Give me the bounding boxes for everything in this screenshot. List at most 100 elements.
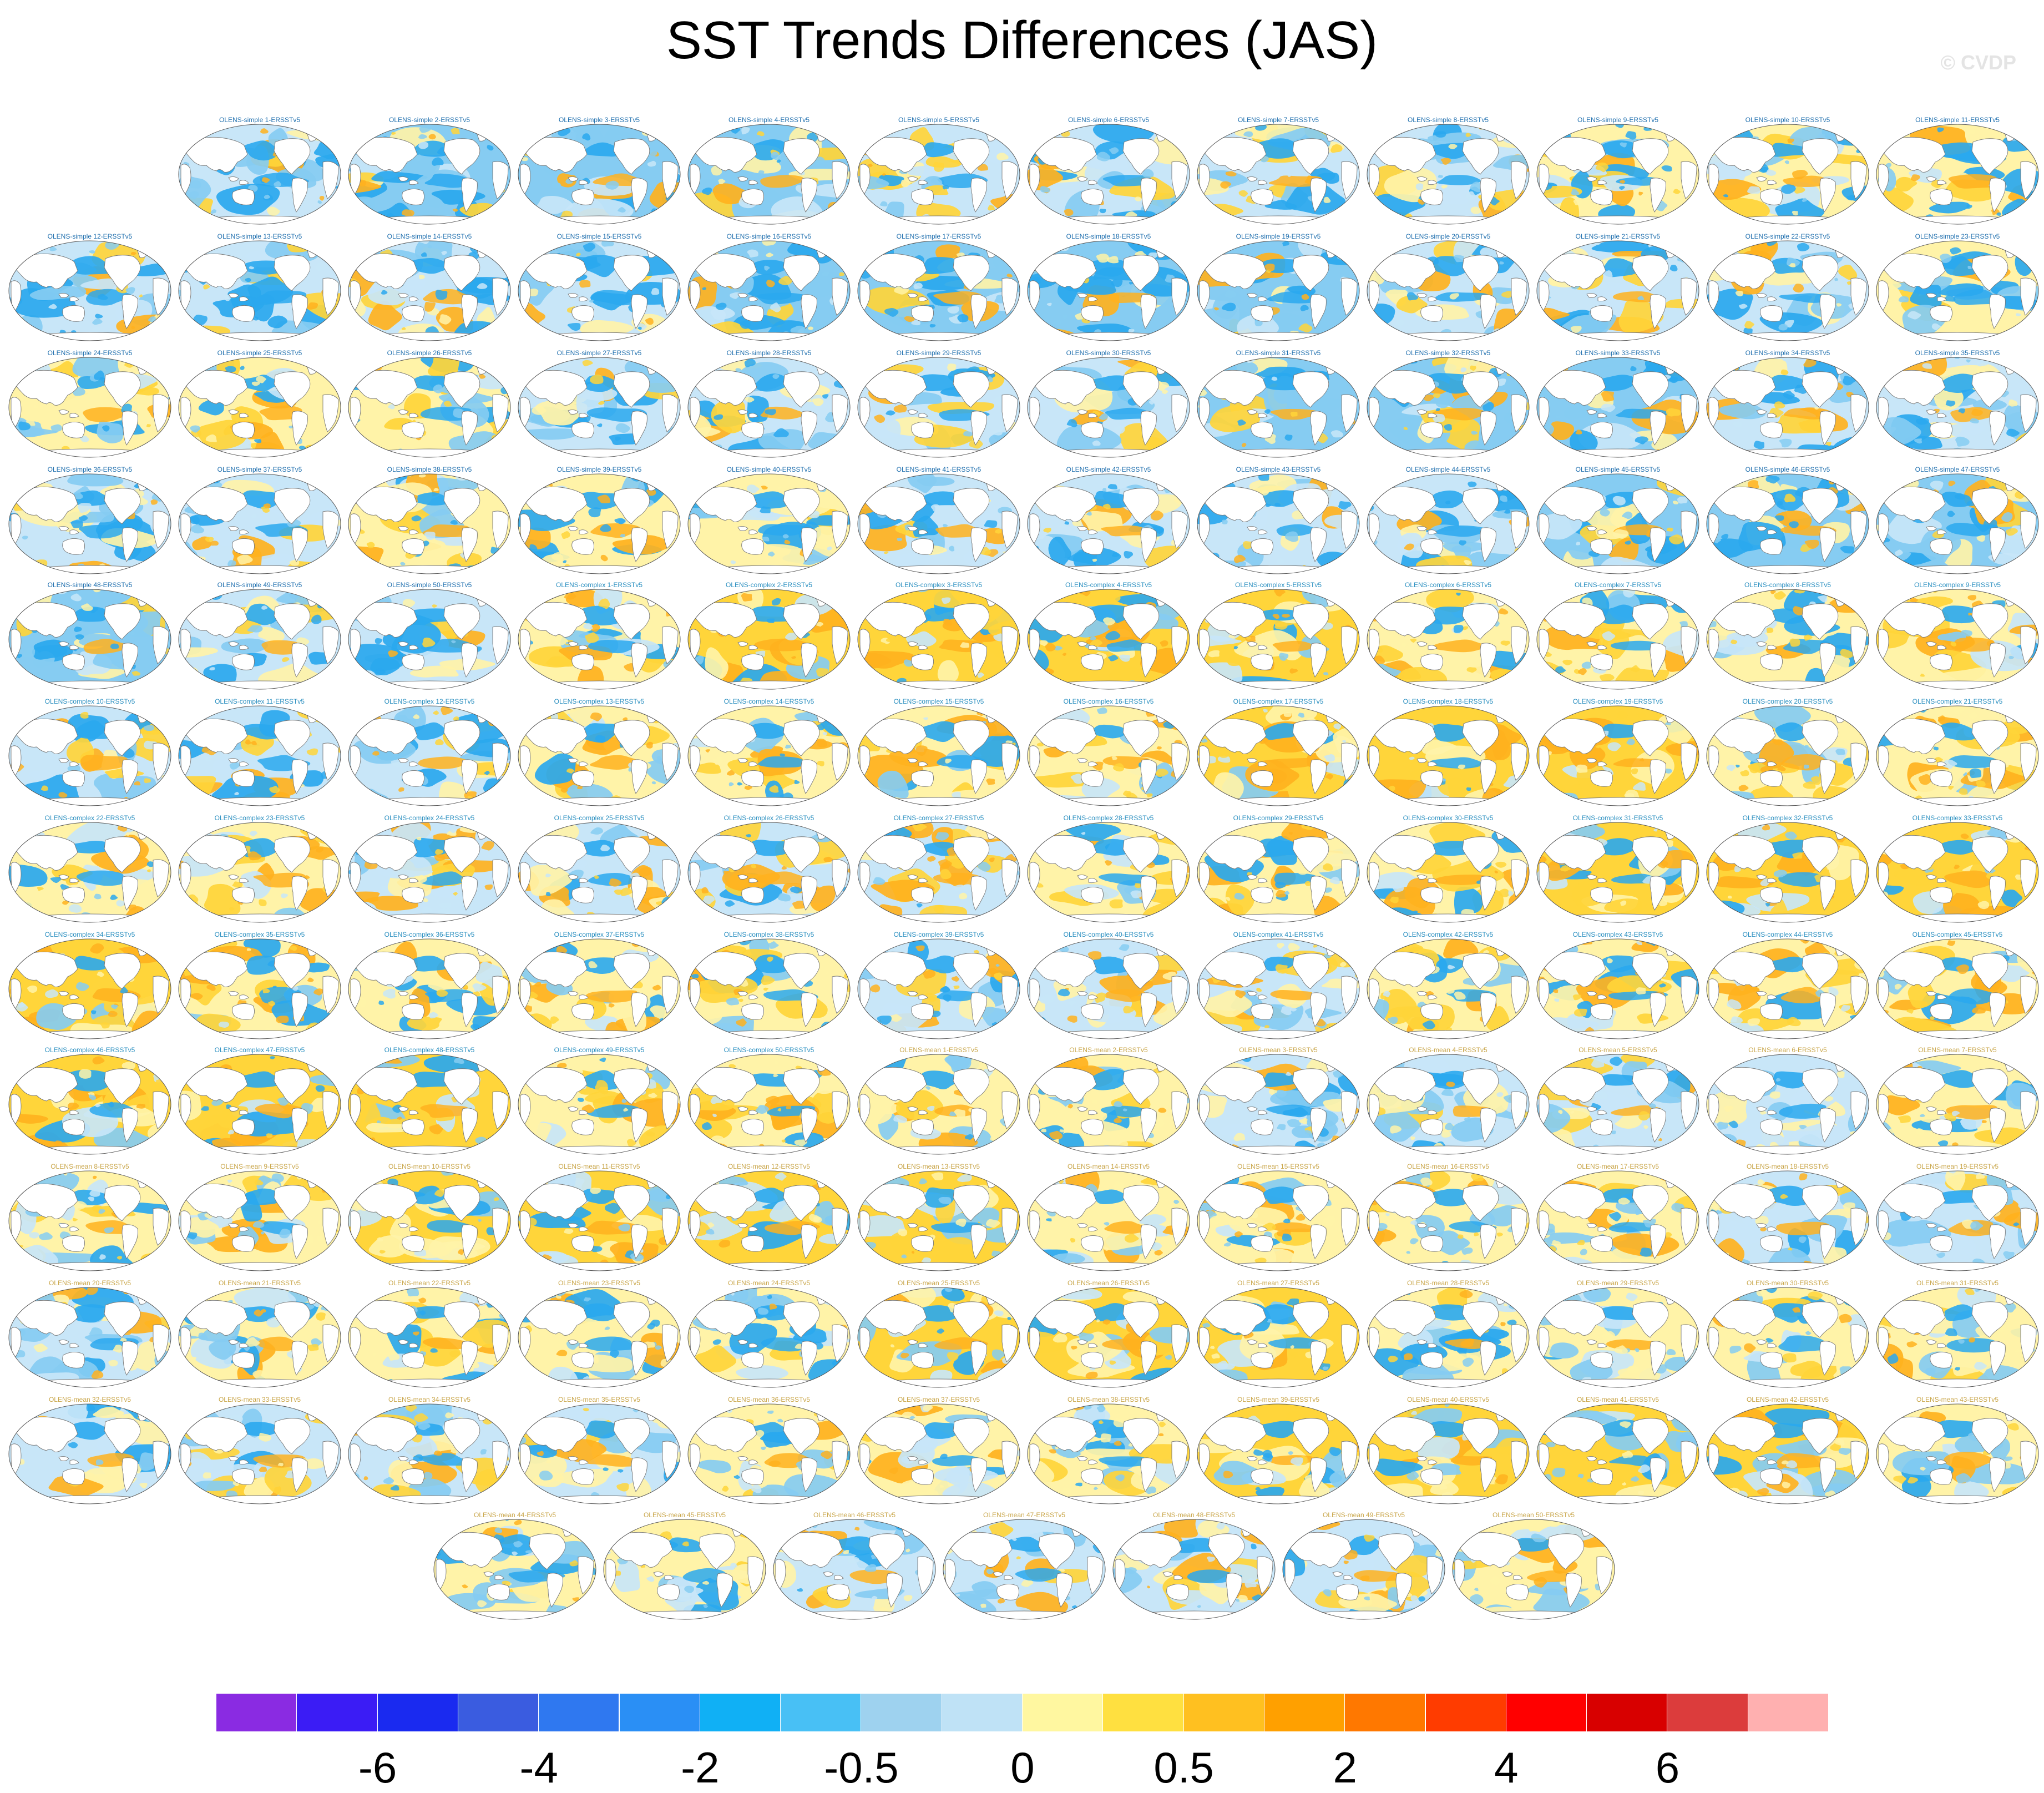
panel-title: OLENS-mean 43-ERSSTv5 — [1916, 1396, 1999, 1403]
panel-title: OLENS-mean 26-ERSSTv5 — [1067, 1279, 1150, 1287]
sst-trend-map — [178, 1287, 341, 1388]
sst-trend-map — [1367, 240, 1530, 341]
panel-title: OLENS-complex 20-ERSSTv5 — [1742, 698, 1833, 705]
panel-title: OLENS-complex 35-ERSSTv5 — [214, 931, 305, 938]
sst-trend-map — [1452, 1519, 1615, 1620]
map-panel: OLENS-simple 19-ERSSTv5 — [1196, 232, 1360, 343]
panel-title: OLENS-simple 35-ERSSTv5 — [1915, 349, 2000, 357]
map-panel: OLENS-complex 49-ERSSTv5 — [517, 1046, 681, 1156]
panel-title: OLENS-mean 45-ERSSTv5 — [643, 1511, 726, 1519]
map-panel: OLENS-simple 41-ERSSTv5 — [857, 465, 1021, 576]
map-panel: OLENS-mean 12-ERSSTv5 — [687, 1162, 851, 1273]
map-panel: OLENS-mean 34-ERSSTv5 — [347, 1395, 512, 1506]
panel-title: OLENS-simple 39-ERSSTv5 — [556, 466, 642, 473]
sst-trend-map — [8, 938, 171, 1039]
map-panel: OLENS-simple 49-ERSSTv5 — [178, 580, 342, 691]
map-panel: OLENS-mean 47-ERSSTv5 — [942, 1511, 1106, 1622]
sst-trend-map — [1197, 822, 1360, 923]
map-panel: OLENS-complex 18-ERSSTv5 — [1366, 697, 1530, 808]
sst-trend-map — [857, 473, 1020, 574]
sst-trend-map — [518, 705, 681, 806]
map-panel-grid: OLENS-simple 1-ERSSTv5 OLENS-simple 2-ERS… — [8, 116, 2040, 1622]
map-panel: OLENS-complex 14-ERSSTv5 — [687, 697, 851, 808]
panel-title: OLENS-mean 40-ERSSTv5 — [1406, 1396, 1490, 1403]
map-panel: OLENS-mean 38-ERSSTv5 — [1026, 1395, 1191, 1506]
sst-trend-map — [857, 938, 1020, 1039]
panel-title: OLENS-complex 26-ERSSTv5 — [724, 814, 814, 822]
sst-trend-map — [1876, 589, 2039, 690]
colorbar-segment — [297, 1694, 378, 1731]
map-panel: OLENS-mean 41-ERSSTv5 — [1536, 1395, 1700, 1506]
sst-trend-map — [1027, 1403, 1190, 1504]
sst-trend-map — [1027, 589, 1190, 690]
map-panel: OLENS-simple 23-ERSSTv5 — [1875, 232, 2040, 343]
panel-title: OLENS-simple 38-ERSSTv5 — [387, 466, 472, 473]
sst-trend-map — [8, 1287, 171, 1388]
map-panel: OLENS-complex 10-ERSSTv5 — [8, 697, 172, 808]
panel-title: OLENS-simple 48-ERSSTv5 — [47, 581, 133, 589]
panel-title: OLENS-simple 9-ERSSTv5 — [1577, 116, 1659, 124]
map-panel: OLENS-complex 37-ERSSTv5 — [517, 930, 681, 1041]
sst-trend-map — [518, 938, 681, 1039]
cvdp-watermark: © CVDP — [1940, 51, 2016, 74]
sst-trend-map — [8, 589, 171, 690]
map-panel: OLENS-complex 48-ERSSTv5 — [347, 1046, 512, 1156]
colorbar-segment — [1264, 1694, 1345, 1731]
panel-title: OLENS-complex 13-ERSSTv5 — [554, 698, 645, 705]
map-panel: OLENS-simple 42-ERSSTv5 — [1026, 465, 1191, 576]
panel-title: OLENS-simple 2-ERSSTv5 — [388, 116, 470, 124]
panel-title: OLENS-simple 13-ERSSTv5 — [217, 233, 302, 240]
map-panel: OLENS-simple 15-ERSSTv5 — [517, 232, 681, 343]
sst-trend-map — [178, 938, 341, 1039]
sst-trend-map — [518, 1170, 681, 1271]
map-panel: OLENS-complex 20-ERSSTv5 — [1706, 697, 1870, 808]
map-panel: OLENS-mean 22-ERSSTv5 — [347, 1279, 512, 1390]
panel-title: OLENS-mean 36-ERSSTv5 — [727, 1396, 811, 1403]
panel-title: OLENS-simple 20-ERSSTv5 — [1405, 233, 1491, 240]
sst-trend-map — [518, 124, 681, 225]
panel-title: OLENS-complex 22-ERSSTv5 — [44, 814, 135, 822]
map-panel: OLENS-simple 12-ERSSTv5 — [8, 232, 172, 343]
sst-trend-map — [1027, 240, 1190, 341]
panel-title: OLENS-simple 43-ERSSTv5 — [1236, 466, 1321, 473]
panel-title: OLENS-complex 44-ERSSTv5 — [1742, 931, 1833, 938]
panel-title: OLENS-mean 44-ERSSTv5 — [473, 1511, 556, 1519]
sst-trend-map — [687, 822, 851, 923]
sst-trend-map — [1876, 1054, 2039, 1155]
panel-title: OLENS-simple 8-ERSSTv5 — [1407, 116, 1489, 124]
sst-trend-map — [943, 1519, 1106, 1620]
map-panel: OLENS-complex 36-ERSSTv5 — [347, 930, 512, 1041]
map-panel: OLENS-simple 46-ERSSTv5 — [1706, 465, 1870, 576]
map-panel: OLENS-complex 24-ERSSTv5 — [347, 814, 512, 925]
map-panel: OLENS-complex 21-ERSSTv5 — [1875, 697, 2040, 808]
map-panel: OLENS-complex 28-ERSSTv5 — [1026, 814, 1191, 925]
panel-title: OLENS-mean 3-ERSSTv5 — [1239, 1046, 1318, 1054]
map-panel: OLENS-mean 15-ERSSTv5 — [1196, 1162, 1360, 1273]
sst-trend-map — [348, 124, 511, 225]
panel-title: OLENS-complex 10-ERSSTv5 — [44, 698, 135, 705]
sst-trend-map — [1706, 705, 1869, 806]
panel-title: OLENS-mean 8-ERSSTv5 — [50, 1163, 129, 1170]
panel-title: OLENS-complex 39-ERSSTv5 — [893, 931, 984, 938]
map-panel: OLENS-mean 8-ERSSTv5 — [8, 1162, 172, 1273]
map-panel: OLENS-simple 31-ERSSTv5 — [1196, 349, 1360, 459]
map-panel: OLENS-simple 14-ERSSTv5 — [347, 232, 512, 343]
map-panel: OLENS-mean 11-ERSSTv5 — [517, 1162, 681, 1273]
map-panel: OLENS-complex 33-ERSSTv5 — [1875, 814, 2040, 925]
sst-trend-map — [1027, 124, 1190, 225]
panel-title: OLENS-simple 25-ERSSTv5 — [217, 349, 302, 357]
panel-title: OLENS-complex 45-ERSSTv5 — [1912, 931, 2003, 938]
map-panel: OLENS-mean 36-ERSSTv5 — [687, 1395, 851, 1506]
sst-trend-map — [773, 1519, 936, 1620]
panel-title: OLENS-complex 30-ERSSTv5 — [1403, 814, 1494, 822]
sst-trend-map — [178, 1403, 341, 1504]
panel-title: OLENS-complex 15-ERSSTv5 — [893, 698, 984, 705]
map-panel: OLENS-simple 50-ERSSTv5 — [347, 580, 512, 691]
panel-title: OLENS-mean 14-ERSSTv5 — [1067, 1163, 1150, 1170]
sst-trend-map — [687, 589, 851, 690]
sst-trend-map — [857, 124, 1020, 225]
map-panel: OLENS-mean 7-ERSSTv5 — [1875, 1046, 2040, 1156]
map-panel: OLENS-complex 16-ERSSTv5 — [1026, 697, 1191, 808]
map-panel: OLENS-mean 33-ERSSTv5 — [178, 1395, 342, 1506]
map-panel: OLENS-complex 45-ERSSTv5 — [1875, 930, 2040, 1041]
